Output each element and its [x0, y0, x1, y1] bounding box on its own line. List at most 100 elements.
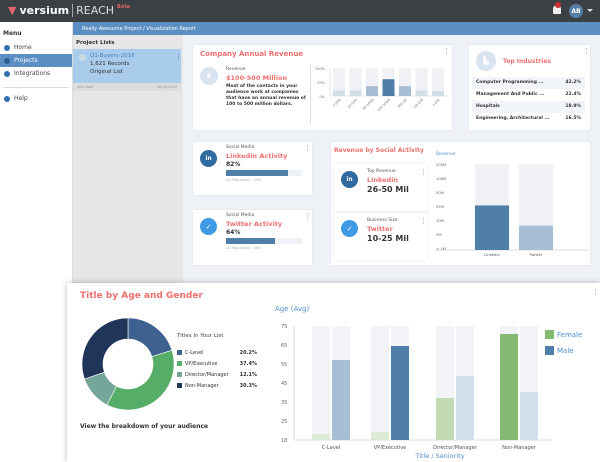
bar — [366, 86, 378, 96]
bar-male — [520, 392, 538, 440]
menu-title: Menu — [3, 30, 22, 37]
bar-background — [371, 326, 389, 440]
list-records: 1,621 Records — [90, 61, 130, 67]
bar-female — [436, 398, 454, 440]
y-tick-label: 300M — [436, 163, 446, 167]
linkedin-icon: in — [200, 150, 217, 167]
revenue-label: Revenue — [226, 67, 246, 72]
business-size-tile: ✓ Business Size Twitter 10-25 Mil ⋮ — [334, 213, 427, 260]
sidebar-item-integrations[interactable]: Integrations — [0, 67, 72, 80]
card-title: Title by Age and Gender — [80, 291, 203, 301]
y-axis-title: Age (Avg) — [275, 305, 309, 313]
beta-badge: Beta — [117, 3, 130, 10]
x-tick-label: Director/Manager — [433, 445, 478, 451]
donut-slice — [81, 317, 129, 380]
social-revenue-chart: Revenue 300M 100M 50M 25M 10M 5M < 1M Linkedin Tw… — [435, 151, 589, 257]
sidebar-item-projects[interactable]: Projects — [0, 54, 72, 67]
progress-fill — [226, 238, 275, 244]
value: 26-50 Mil — [367, 185, 409, 194]
list-footer: Wes Noel 08/02/2018 — [73, 83, 181, 91]
more-icon[interactable]: ⋮ — [304, 212, 311, 220]
more-icon[interactable]: ⋮ — [175, 53, 182, 61]
bar-background — [415, 68, 428, 96]
industry-row: Engineering, Architectural ... 16.5% — [472, 113, 585, 125]
divider — [310, 65, 311, 124]
card-title: Revenue by Social Activity — [334, 147, 424, 154]
legend-label: Male — [557, 347, 574, 355]
sidebar-item-home[interactable]: Home — [0, 41, 72, 54]
sidebar — [0, 22, 73, 462]
legend-pct: 37.4% — [239, 360, 257, 367]
legend-label: VP/Executive — [185, 360, 218, 367]
x-tick-label: Non-Manager — [502, 445, 537, 451]
y-tick-label: 5M — [436, 233, 442, 237]
legend-item: Non-Manager 30.3% — [177, 380, 257, 391]
pct: 64% — [226, 229, 241, 236]
avatar[interactable]: AB — [569, 4, 583, 18]
twitter-icon: ✓ — [341, 220, 358, 237]
bar — [475, 205, 509, 250]
project-list-item[interactable] — [73, 49, 181, 83]
bar — [382, 79, 395, 96]
y-tick-label: 50% — [317, 81, 325, 85]
more-icon[interactable]: ⋮ — [443, 47, 450, 55]
legend-label: Female — [557, 331, 582, 339]
label: Home — [14, 44, 32, 51]
more-icon[interactable]: ⋮ — [304, 144, 311, 152]
x-axis-title: Title / Seniority — [414, 452, 464, 460]
bell-icon[interactable] — [553, 5, 561, 14]
logo[interactable]: ▼ versium REACH Beta — [8, 4, 130, 17]
label: Social Media — [226, 145, 255, 150]
industry-name: Hospitals — [476, 104, 500, 109]
legend-swatch — [177, 361, 182, 366]
y-tick-label: 35 — [281, 400, 287, 406]
more-icon[interactable]: ⋮ — [420, 217, 427, 225]
bar — [349, 90, 362, 96]
label: Help — [14, 95, 28, 102]
list-name[interactable]: Q1-Buyers-2018 — [90, 53, 135, 59]
x-tick-label: >10B — [431, 97, 441, 107]
bar-background — [432, 68, 444, 96]
industries-table: Computer Programming ... 42.2% Management … — [472, 77, 585, 125]
industries-card: ▙ Top Industries ⋮ Computer Programming … — [469, 45, 590, 130]
chevron-down-icon[interactable] — [587, 9, 593, 12]
industry-name: Engineering, Architectural ... — [476, 116, 550, 121]
product: REACH — [72, 4, 114, 17]
revenue-card: Company Annual Revenue ⋮ $ Revenue $100-… — [193, 45, 452, 130]
footnote: US Population - 19% — [226, 178, 262, 182]
label: Business Size — [367, 218, 398, 223]
label: Projects — [14, 57, 38, 64]
legend-item: C-Level 20.2% — [177, 347, 257, 358]
age-gender-chart: Age (Avg) 75 65 55 45 35 25 18 C-Level VP/Executi… — [275, 305, 582, 460]
x-tick-label: 1B-10B — [413, 97, 425, 109]
legend-swatch — [177, 383, 182, 388]
card-title: Top Industries — [503, 58, 551, 65]
twitter-card: ✓ Social Media Twitter Activity 64% US P… — [193, 210, 312, 265]
bar-background — [349, 68, 362, 96]
industry-row: Hospitals 18.9% — [472, 101, 585, 113]
revenue-chart: 100% 50% 0% <10M 10-50M 50-100M 100-500M 500-1B… — [315, 67, 449, 112]
y-tick-label: 100% — [315, 67, 326, 71]
breadcrumb: Really Awesome Project / Visualization R… — [73, 22, 600, 35]
legend-pct: 30.3% — [239, 382, 257, 389]
bar-female — [312, 434, 330, 440]
twitter-icon: ✓ — [200, 218, 217, 235]
more-icon[interactable]: ⋮ — [592, 288, 599, 296]
y-tick-label: 45 — [281, 381, 287, 387]
linkedin-card: in Social Media Linkedin Activity 82% US… — [193, 142, 312, 195]
top-bar — [0, 0, 600, 22]
more-icon[interactable]: ⋮ — [420, 168, 427, 176]
industry-pct: 16.5% — [565, 116, 581, 121]
y-tick-label: 65 — [281, 343, 287, 349]
bar-female — [500, 334, 518, 440]
bar-background — [333, 68, 345, 96]
age-gender-card: Title by Age and Gender ⋮ Titles In Your… — [67, 283, 600, 462]
progress-fill — [226, 170, 289, 176]
legend-swatch — [545, 330, 554, 339]
donut-legend: C-Level 20.2% VP/Executive 37.4% Director/Ma… — [177, 347, 257, 391]
linkedin-icon: in — [341, 171, 358, 188]
legend-item: VP/Executive 37.4% — [177, 358, 257, 369]
sidebar-item-help[interactable]: Help — [0, 92, 72, 105]
more-icon[interactable]: ⋮ — [583, 47, 590, 55]
list-type: Original List — [90, 69, 123, 75]
